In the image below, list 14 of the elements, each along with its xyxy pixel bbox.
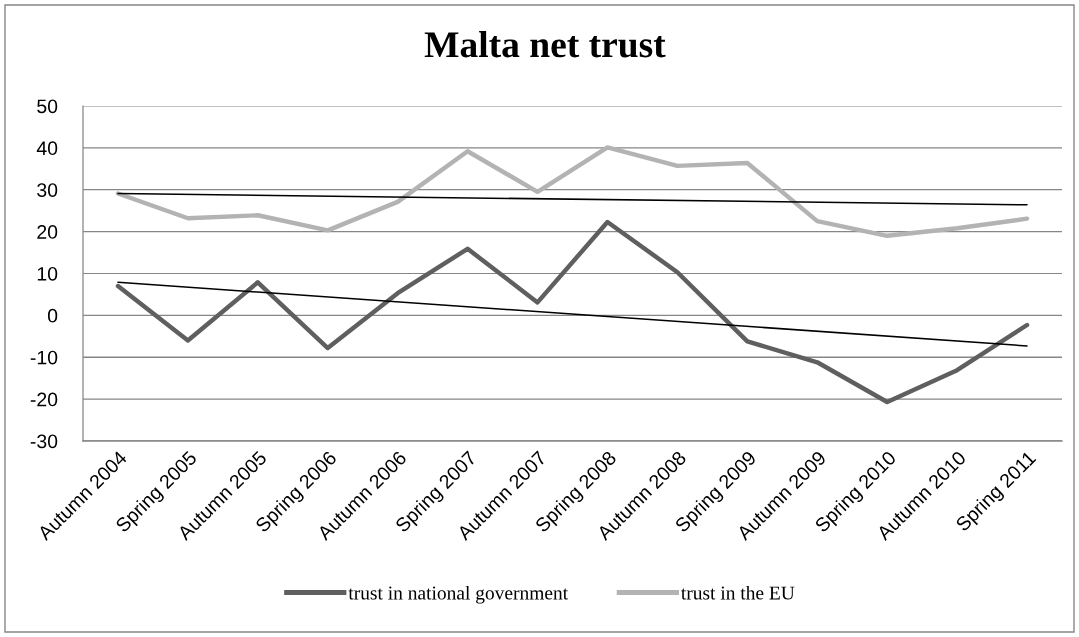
y-tick-label: 40 [36,141,58,156]
y-tick-label: 50 [37,99,58,114]
line-series [115,219,1030,405]
y-tick-label: 20 [37,225,58,239]
y-tick-label: 30 [37,183,58,197]
legend-label: trust in the EU [681,585,795,600]
line-series [115,145,1030,239]
y-tick-label: 0 [47,308,58,323]
y-tick-label: -20 [30,392,58,407]
y-tick-label: 10 [37,266,58,281]
legend-label: trust in national government [348,585,568,604]
chart-title: Malta net trust [424,31,666,58]
y-tick-label: -30 [30,434,58,449]
y-tick-label: -10 [30,350,58,365]
